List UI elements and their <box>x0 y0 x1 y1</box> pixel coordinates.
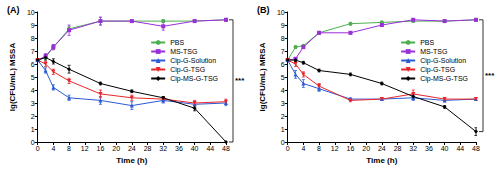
svg-text:24: 24 <box>378 145 386 152</box>
svg-text:7: 7 <box>31 48 35 55</box>
svg-text:Cip-G-Solution: Cip-G-Solution <box>170 57 216 65</box>
svg-text:24: 24 <box>128 145 136 152</box>
svg-text:10: 10 <box>27 9 35 16</box>
svg-text:Time (h): Time (h) <box>116 156 147 165</box>
svg-text:Cip-MS-G-TSG: Cip-MS-G-TSG <box>420 75 468 83</box>
svg-text:Cip-G-TSG: Cip-G-TSG <box>420 66 455 74</box>
svg-text:5: 5 <box>31 74 35 81</box>
svg-text:1: 1 <box>31 126 35 133</box>
svg-text:MS-TSG: MS-TSG <box>420 48 447 55</box>
svg-text:8: 8 <box>31 35 35 42</box>
svg-text:Time (h): Time (h) <box>366 156 397 165</box>
svg-text:4: 4 <box>31 87 35 94</box>
svg-text:2: 2 <box>31 113 35 120</box>
svg-text:Cip-MS-G-TSG: Cip-MS-G-TSG <box>170 75 218 83</box>
svg-text:9: 9 <box>281 22 285 29</box>
svg-text:0: 0 <box>36 145 40 152</box>
svg-text:lg(CFU/mL) MRSA: lg(CFU/mL) MRSA <box>258 42 267 111</box>
svg-text:lg(CFU/mL) MSSA: lg(CFU/mL) MSSA <box>8 43 17 112</box>
svg-text:16: 16 <box>347 145 355 152</box>
svg-text:3: 3 <box>281 100 285 107</box>
svg-text:20: 20 <box>362 145 370 152</box>
svg-text:36: 36 <box>425 145 433 152</box>
svg-text:***: *** <box>485 71 495 80</box>
svg-text:4: 4 <box>281 87 285 94</box>
svg-text:40: 40 <box>441 145 449 152</box>
svg-text:44: 44 <box>206 145 214 152</box>
svg-text:8: 8 <box>281 35 285 42</box>
svg-text:2: 2 <box>281 113 285 120</box>
svg-text:40: 40 <box>191 145 199 152</box>
svg-text:4: 4 <box>51 145 55 152</box>
svg-text:0: 0 <box>31 139 35 146</box>
svg-text:32: 32 <box>409 145 417 152</box>
svg-text:32: 32 <box>159 145 167 152</box>
svg-text:9: 9 <box>31 22 35 29</box>
svg-text:44: 44 <box>456 145 464 152</box>
svg-text:6: 6 <box>31 61 35 68</box>
svg-text:48: 48 <box>222 145 230 152</box>
svg-text:5: 5 <box>281 74 285 81</box>
svg-text:7: 7 <box>281 48 285 55</box>
svg-text:6: 6 <box>281 61 285 68</box>
svg-text:4: 4 <box>301 145 305 152</box>
svg-text:28: 28 <box>394 145 402 152</box>
svg-text:Cip-G-TSG: Cip-G-TSG <box>170 66 205 74</box>
svg-text:20: 20 <box>112 145 120 152</box>
svg-text:1: 1 <box>281 126 285 133</box>
svg-text:0: 0 <box>281 139 285 146</box>
svg-text:36: 36 <box>175 145 183 152</box>
svg-text:0: 0 <box>286 145 290 152</box>
svg-text:48: 48 <box>472 145 480 152</box>
svg-text:(A): (A) <box>7 5 20 15</box>
svg-text:PBS: PBS <box>170 39 184 46</box>
svg-text:8: 8 <box>67 145 71 152</box>
svg-text:10: 10 <box>277 9 285 16</box>
svg-text:3: 3 <box>31 100 35 107</box>
svg-text:***: *** <box>235 76 245 85</box>
svg-text:12: 12 <box>81 145 89 152</box>
svg-text:16: 16 <box>97 145 105 152</box>
svg-text:PBS: PBS <box>420 39 434 46</box>
svg-text:12: 12 <box>331 145 339 152</box>
svg-text:Cip-G-Solution: Cip-G-Solution <box>420 57 466 65</box>
svg-text:8: 8 <box>317 145 321 152</box>
svg-text:28: 28 <box>144 145 152 152</box>
svg-text:(B): (B) <box>257 5 270 15</box>
svg-text:MS-TSG: MS-TSG <box>170 48 197 55</box>
